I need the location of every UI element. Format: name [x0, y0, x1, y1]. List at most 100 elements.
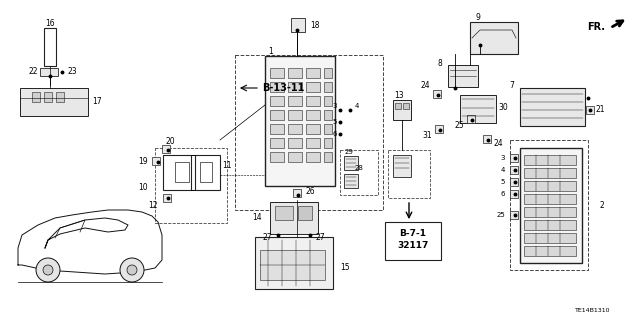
Text: 4: 4	[500, 167, 505, 173]
Bar	[306, 68, 320, 78]
Bar	[483, 135, 491, 143]
Text: 30: 30	[498, 103, 508, 113]
Bar	[200, 162, 212, 182]
Text: 1: 1	[268, 48, 273, 56]
Bar	[448, 65, 478, 87]
Circle shape	[36, 258, 60, 282]
Bar	[288, 152, 302, 162]
Bar	[524, 207, 576, 217]
Circle shape	[43, 265, 53, 275]
Bar	[524, 246, 576, 256]
Bar	[344, 174, 358, 188]
Text: 2: 2	[600, 201, 605, 210]
Bar	[155, 148, 227, 223]
Text: B-13-11: B-13-11	[262, 83, 305, 93]
Text: 27: 27	[316, 234, 326, 242]
Bar	[403, 103, 409, 109]
Bar	[270, 68, 284, 78]
Bar	[433, 90, 441, 98]
Text: 13: 13	[394, 92, 404, 100]
Text: 25: 25	[454, 121, 464, 130]
Text: 22: 22	[29, 68, 38, 77]
Text: 23: 23	[67, 68, 77, 77]
Bar	[524, 181, 576, 191]
Bar	[298, 206, 312, 220]
Bar	[306, 152, 320, 162]
Bar	[235, 55, 383, 210]
Bar	[270, 96, 284, 106]
Bar	[44, 28, 56, 66]
Text: 25: 25	[496, 212, 505, 218]
Bar	[270, 202, 318, 234]
Bar	[524, 168, 576, 178]
Bar	[524, 233, 576, 243]
Bar	[340, 150, 378, 195]
Text: 27: 27	[262, 234, 272, 242]
Bar	[270, 152, 284, 162]
Bar	[163, 155, 191, 190]
Text: 11: 11	[222, 160, 232, 169]
Text: 28: 28	[355, 165, 364, 171]
Bar	[288, 82, 302, 92]
Bar	[44, 92, 52, 102]
Bar	[324, 82, 332, 92]
Text: 20: 20	[165, 137, 175, 146]
Bar	[270, 110, 284, 120]
Text: 3: 3	[333, 103, 337, 109]
Bar	[260, 250, 325, 280]
Bar	[265, 56, 335, 186]
Bar	[510, 140, 588, 270]
Text: 7: 7	[509, 80, 514, 90]
Bar	[344, 156, 358, 170]
Text: 21: 21	[596, 106, 605, 115]
Bar	[520, 148, 582, 263]
Bar	[175, 162, 189, 182]
Text: 4: 4	[355, 103, 360, 109]
Bar	[293, 189, 301, 197]
Text: 24: 24	[420, 81, 430, 91]
Text: TE14B1310: TE14B1310	[575, 308, 610, 313]
Bar	[435, 125, 443, 133]
Bar	[270, 138, 284, 148]
Text: FR.: FR.	[587, 22, 605, 32]
Bar	[163, 194, 171, 202]
Text: 17: 17	[92, 98, 102, 107]
Text: 18: 18	[310, 20, 319, 29]
Bar	[162, 145, 170, 153]
Bar	[195, 155, 220, 190]
Text: 10: 10	[138, 183, 148, 192]
Bar	[288, 124, 302, 134]
Bar	[524, 155, 576, 165]
Bar	[510, 211, 518, 219]
Bar	[460, 95, 496, 123]
Bar	[510, 166, 518, 174]
Bar	[324, 124, 332, 134]
Bar	[306, 124, 320, 134]
Bar	[306, 82, 320, 92]
Bar	[510, 178, 518, 186]
Circle shape	[120, 258, 144, 282]
Text: 3: 3	[500, 155, 505, 161]
Bar	[586, 106, 594, 114]
Text: 31: 31	[422, 130, 432, 139]
Text: 14: 14	[252, 213, 262, 222]
Text: 5: 5	[333, 119, 337, 125]
Bar	[393, 155, 411, 177]
Bar	[291, 18, 305, 32]
Bar	[288, 138, 302, 148]
Text: 5: 5	[500, 179, 505, 185]
Text: 24: 24	[494, 138, 504, 147]
Bar	[40, 68, 58, 76]
Text: 32117: 32117	[397, 241, 429, 250]
Bar	[306, 138, 320, 148]
Bar	[524, 194, 576, 204]
Circle shape	[127, 265, 137, 275]
Bar	[275, 206, 293, 220]
Bar	[524, 220, 576, 230]
Bar	[510, 154, 518, 162]
Bar	[288, 68, 302, 78]
Bar	[270, 82, 284, 92]
Bar	[32, 92, 40, 102]
Bar	[152, 157, 160, 165]
Bar	[510, 190, 518, 198]
